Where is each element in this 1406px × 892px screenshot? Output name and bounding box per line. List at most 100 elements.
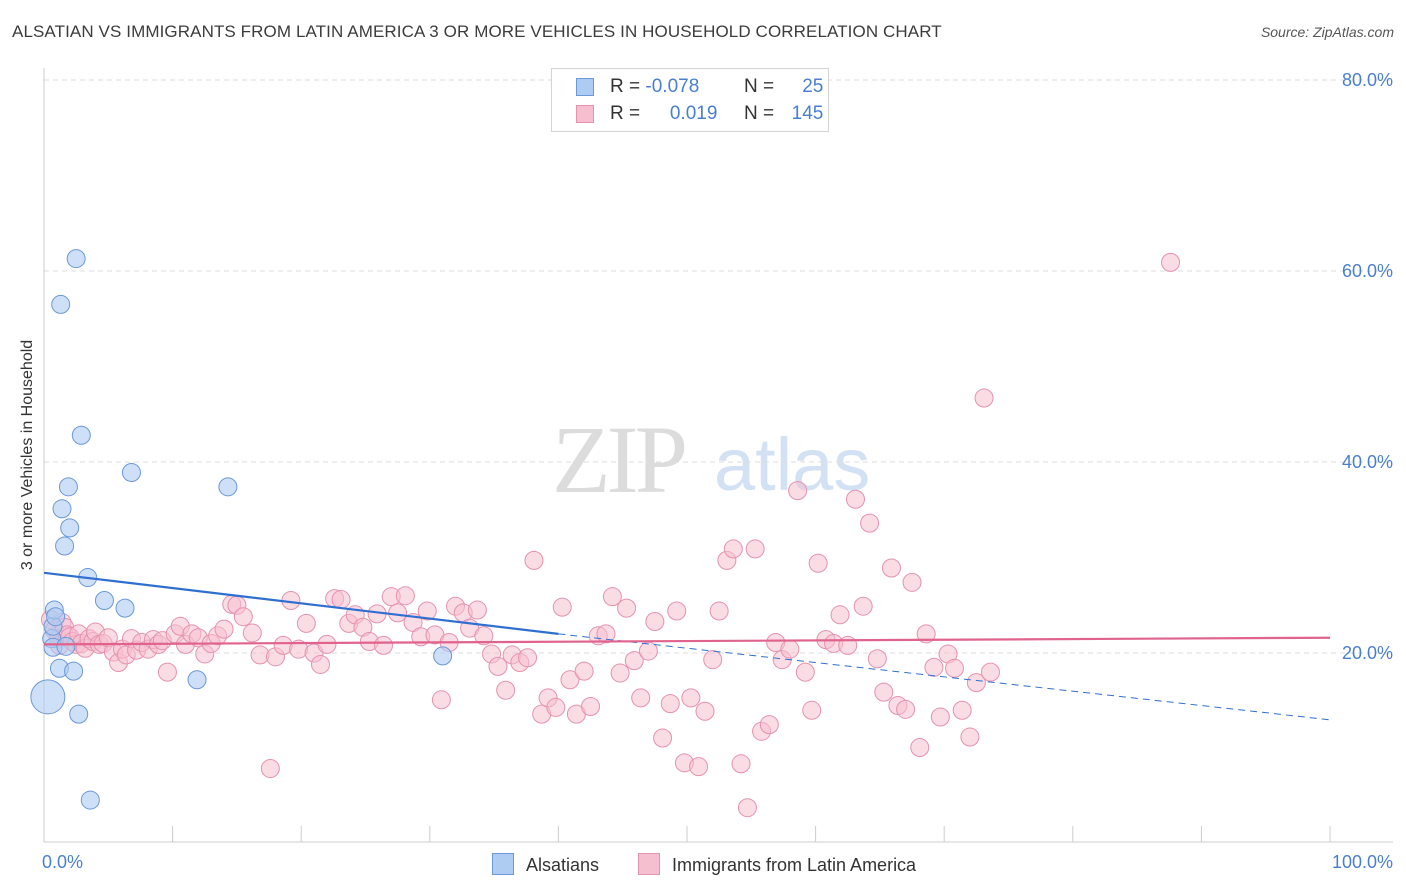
watermark: ZIP atlas	[552, 406, 870, 513]
data-point-immigrants	[838, 635, 858, 655]
data-point-immigrants	[1161, 252, 1181, 272]
data-point-alsatians	[187, 670, 207, 690]
data-point-immigrants	[546, 697, 566, 717]
data-point-immigrants	[681, 688, 701, 708]
series-legend: Alsatians Immigrants from Latin America	[0, 852, 1406, 878]
data-point-immigrants	[902, 572, 922, 592]
data-point-alsatians	[115, 598, 135, 618]
data-point-immigrants	[709, 601, 729, 621]
data-point-immigrants	[737, 798, 757, 818]
data-point-immigrants	[388, 603, 408, 623]
watermark-zip: ZIP	[552, 406, 685, 513]
trend-lines	[43, 571, 1331, 721]
series-label: Alsatians	[526, 855, 600, 875]
data-point-immigrants	[552, 597, 572, 617]
trend-line-alsatians	[43, 571, 559, 635]
data-point-immigrants	[960, 727, 980, 747]
y-tick-label: 20.0%	[1341, 643, 1393, 663]
data-point-alsatians	[121, 463, 141, 483]
data-point-alsatians	[71, 425, 91, 445]
data-point-immigrants	[916, 624, 936, 644]
correlation-legend: R = -0.078 N = 25 R = 0.019 N = 145	[551, 68, 829, 132]
data-point-immigrants	[780, 639, 800, 659]
data-point-alsatians	[94, 590, 114, 610]
series-label: Immigrants from Latin America	[672, 855, 917, 875]
x-tick-label-min: 0.0%	[42, 852, 84, 872]
data-point-immigrants	[395, 586, 415, 606]
data-point-immigrants	[667, 601, 687, 621]
legend-n-value: 145	[791, 103, 824, 124]
immigrants-points	[40, 252, 1181, 818]
data-point-alsatians	[51, 294, 71, 314]
data-point-immigrants	[910, 738, 930, 758]
data-point-immigrants	[617, 598, 637, 618]
data-point-immigrants	[296, 613, 316, 633]
data-point-immigrants	[242, 623, 262, 643]
data-point-immigrants	[331, 590, 351, 610]
data-point-immigrants	[874, 682, 894, 702]
data-point-alsatians	[60, 518, 80, 538]
data-point-immigrants	[496, 680, 516, 700]
data-point-immigrants	[808, 553, 828, 573]
data-point-immigrants	[952, 700, 972, 720]
data-point-immigrants	[660, 694, 680, 714]
data-point-immigrants	[723, 539, 743, 559]
data-point-immigrants	[759, 715, 779, 735]
data-point-immigrants	[474, 626, 494, 646]
legend-n-value: 25	[802, 76, 824, 97]
chart-title: ALSATIAN VS IMMIGRANTS FROM LATIN AMERIC…	[12, 22, 942, 41]
data-point-alsatians	[69, 704, 89, 724]
source-credit: Source: ZipAtlas.com	[1260, 24, 1394, 40]
alsatians-points	[30, 249, 453, 810]
series-swatch-pink	[638, 853, 660, 875]
data-point-immigrants	[602, 587, 622, 607]
data-point-immigrants	[317, 634, 337, 654]
data-point-immigrants	[695, 701, 715, 721]
data-point-immigrants	[795, 662, 815, 682]
legend-n-label: N =	[743, 76, 775, 97]
data-point-alsatians	[56, 636, 76, 656]
data-point-immigrants	[645, 611, 665, 631]
trend-line-alsatians-extension	[558, 633, 1331, 721]
data-point-immigrants	[310, 654, 330, 674]
gridlines	[44, 79, 1393, 654]
data-point-immigrants	[581, 696, 601, 716]
data-point-alsatians	[218, 477, 238, 497]
y-tick-label: 60.0%	[1341, 261, 1393, 281]
data-point-immigrants	[867, 649, 887, 669]
data-point-immigrants	[417, 601, 437, 621]
data-point-immigrants	[624, 651, 644, 671]
data-point-alsatians	[58, 477, 78, 497]
data-point-immigrants	[260, 759, 280, 779]
data-point-immigrants	[731, 754, 751, 774]
data-point-immigrants	[157, 662, 177, 682]
data-point-immigrants	[930, 707, 950, 727]
data-point-immigrants	[845, 489, 865, 509]
data-point-immigrants	[467, 600, 487, 620]
data-point-immigrants	[631, 688, 651, 708]
data-point-immigrants	[596, 624, 616, 644]
data-point-immigrants	[374, 635, 394, 655]
data-point-immigrants	[524, 550, 544, 570]
data-point-alsatians	[30, 679, 66, 715]
data-point-immigrants	[689, 757, 709, 777]
y-tick-label: 80.0%	[1341, 70, 1393, 90]
data-point-immigrants	[881, 558, 901, 578]
data-point-alsatians	[55, 536, 75, 556]
legend-r-label: R =	[610, 103, 641, 124]
legend-swatch-pink	[576, 105, 594, 123]
data-point-immigrants	[574, 661, 594, 681]
data-point-alsatians	[80, 790, 100, 810]
series-swatch-blue	[492, 853, 514, 875]
data-point-immigrants	[610, 663, 630, 683]
legend-n-label: N =	[743, 103, 775, 124]
data-point-alsatians	[46, 607, 66, 627]
data-point-immigrants	[944, 658, 964, 678]
data-point-immigrants	[924, 657, 944, 677]
data-point-alsatians	[52, 499, 72, 519]
data-point-immigrants	[703, 650, 723, 670]
data-point-immigrants	[488, 656, 508, 676]
data-point-immigrants	[974, 388, 994, 408]
data-point-alsatians	[66, 249, 86, 269]
data-point-immigrants	[788, 481, 808, 501]
